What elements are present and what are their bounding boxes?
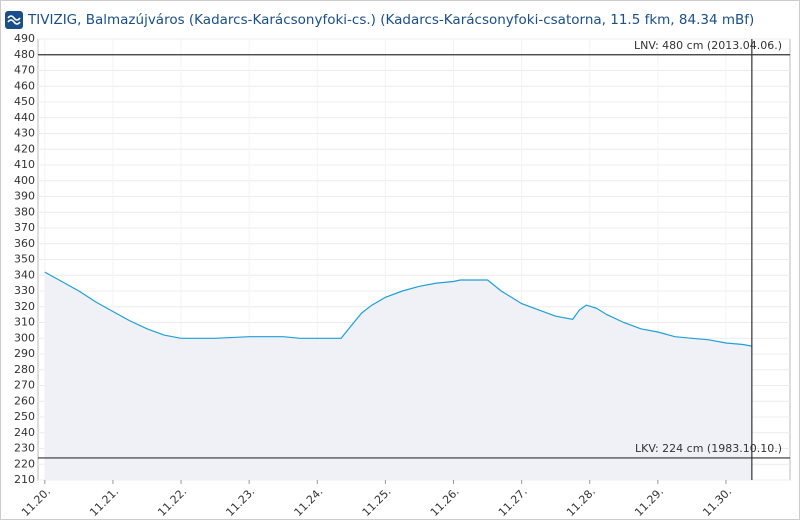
line [44, 271, 753, 347]
y-tick-label: 340 [14, 268, 35, 281]
y-tick-label: 380 [14, 205, 35, 218]
y-tick-label: 300 [14, 331, 35, 344]
reference-label: LNV: 480 cm (2013.04.06.) [634, 39, 782, 52]
y-tick-label: 320 [14, 300, 35, 313]
y-tick-label: 360 [14, 237, 35, 250]
y-tick-label: 280 [14, 363, 35, 376]
y-tick-label: 450 [14, 95, 35, 108]
y-tick-label: 430 [14, 127, 35, 140]
y-tick-label: 490 [14, 32, 35, 45]
y-tick-label: 230 [14, 442, 35, 455]
y-tick-label: 410 [14, 158, 35, 171]
y-tick-label: 440 [14, 111, 35, 124]
y-tick-label: 310 [14, 316, 35, 329]
y-tick-label: 250 [14, 410, 35, 423]
y-tick-label: 290 [14, 347, 35, 360]
y-tick-label: 370 [14, 221, 35, 234]
y-tick-label: 220 [14, 457, 35, 470]
logo [5, 11, 23, 29]
y-tick-label: 240 [14, 426, 35, 439]
y-tick-label: 420 [14, 142, 35, 155]
y-tick-label: 460 [14, 79, 35, 92]
y-tick-label: 260 [14, 394, 35, 407]
y-tick-label: 390 [14, 190, 35, 203]
chart-title: TIVIZIG, Balmazújváros (Kadarcs-Karácson… [27, 12, 754, 28]
y-tick-label: 400 [14, 174, 35, 187]
y-tick-label: 210 [14, 473, 35, 486]
y-tick-label: 330 [14, 284, 35, 297]
y-tick-label: 470 [14, 64, 35, 77]
area-fill [44, 272, 752, 480]
y-tick-label: 350 [14, 253, 35, 266]
y-tick-label: 270 [14, 379, 35, 392]
y-tick-label: 480 [14, 48, 35, 61]
reference-label: LKV: 224 cm (1983.10.10.) [635, 442, 782, 455]
